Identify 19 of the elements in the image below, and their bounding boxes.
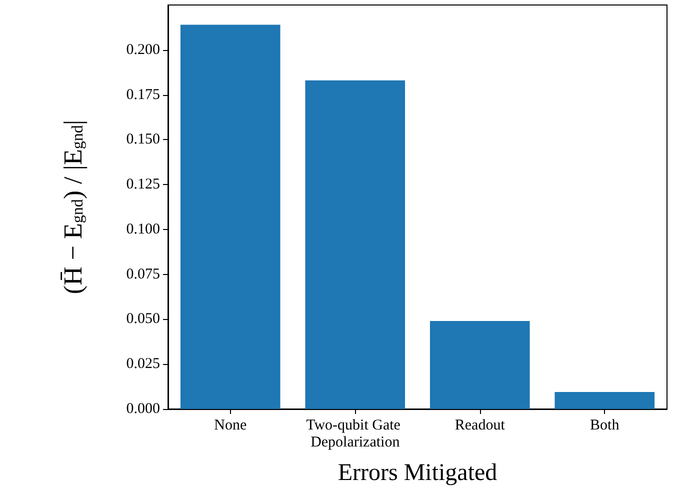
bar — [305, 80, 406, 409]
y-tick-label: 0.175 — [126, 86, 160, 103]
y-tick-label: 0.200 — [126, 42, 160, 58]
x-tick-label: Readout — [454, 418, 506, 434]
x-axis-title: Errors Mitigated — [338, 460, 498, 486]
y-tick-label: 0.150 — [126, 132, 160, 148]
y-tick-label: 0.125 — [126, 176, 160, 193]
y-tick-label: 0.050 — [126, 311, 160, 328]
y-tick-label: 0.100 — [126, 221, 160, 238]
bar — [554, 392, 655, 409]
y-tick-label: 0.000 — [126, 401, 160, 417]
y-tick-label: 0.075 — [126, 266, 160, 282]
bar — [430, 321, 530, 409]
x-tick-label: Both — [590, 418, 620, 434]
y-axis-title: (H̄ − Egnd) / |Egnd| — [58, 120, 88, 294]
x-tick-label: None — [214, 418, 247, 434]
bar — [180, 24, 280, 409]
x-tick-label: Two-qubit Gate Depolarization — [306, 418, 404, 450]
y-tick-label: 0.025 — [126, 356, 160, 372]
